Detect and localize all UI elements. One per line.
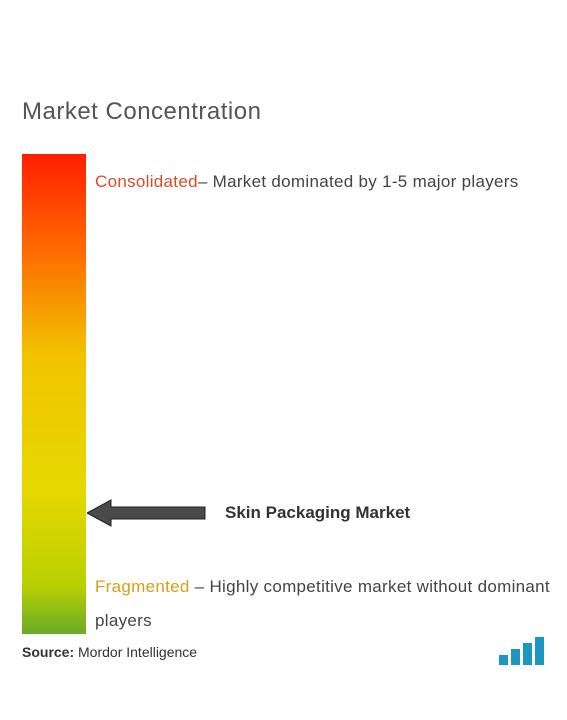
consolidated-desc: – Market dominated by 1-5 major players <box>198 172 519 191</box>
arrow-left-icon <box>87 498 207 528</box>
fragmented-label: Fragmented – Highly competitive market w… <box>95 570 552 638</box>
concentration-gradient-bar <box>22 154 86 634</box>
source-citation: Source: Mordor Intelligence <box>22 644 197 660</box>
market-marker: Skin Packaging Market <box>87 498 410 528</box>
source-label: Source: <box>22 644 74 660</box>
consolidated-label: Consolidated– Market dominated by 1-5 ma… <box>95 165 552 199</box>
infographic-root: Market Concentration Consolidated– Marke… <box>0 0 567 720</box>
source-value: Mordor Intelligence <box>78 644 197 660</box>
market-marker-label: Skin Packaging Market <box>225 503 410 523</box>
consolidated-tag: Consolidated <box>95 172 198 191</box>
page-title: Market Concentration <box>22 98 261 126</box>
brand-logo-icon <box>499 637 547 665</box>
fragmented-tag: Fragmented <box>95 577 190 596</box>
